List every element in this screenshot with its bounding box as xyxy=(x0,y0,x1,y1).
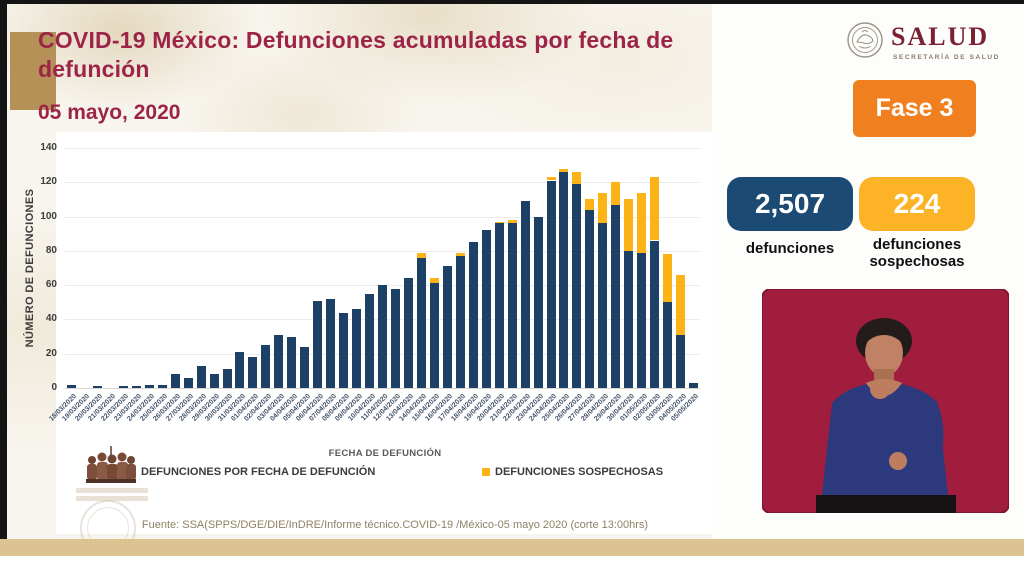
logo-caption-watermark xyxy=(76,488,148,504)
press-conference-logo-image xyxy=(86,446,136,483)
salud-logo: SALUD SECRETARÍA DE SALUD xyxy=(845,16,1017,68)
government-seal-icon xyxy=(847,22,883,58)
gold-accent-bar xyxy=(10,32,56,110)
report-date: 05 mayo, 2020 xyxy=(38,101,181,124)
left-border xyxy=(0,0,7,573)
phase-badge: Fase 3 xyxy=(853,80,976,137)
footer-gold-band xyxy=(0,539,1024,556)
top-border xyxy=(0,0,1024,4)
source-note: Fuente: SSA(SPPS/DGE/DIE/InDRE/Informe t… xyxy=(141,519,649,531)
deaths-counter-label: defunciones xyxy=(745,240,835,257)
deaths-counter: 2,507 xyxy=(727,177,853,231)
suspected-deaths-counter-label: defunciones sospechosas xyxy=(869,236,965,271)
chart-background xyxy=(56,132,714,534)
bottom-margin xyxy=(0,556,1024,573)
salud-subtitle: SECRETARÍA DE SALUD xyxy=(893,54,1000,61)
page-title: COVID-19 México: Defunciones acumuladas … xyxy=(38,27,674,82)
salud-wordmark: SALUD xyxy=(891,22,990,51)
suspected-deaths-counter: 224 xyxy=(859,177,975,231)
sign-language-interpreter-video xyxy=(762,289,1009,513)
